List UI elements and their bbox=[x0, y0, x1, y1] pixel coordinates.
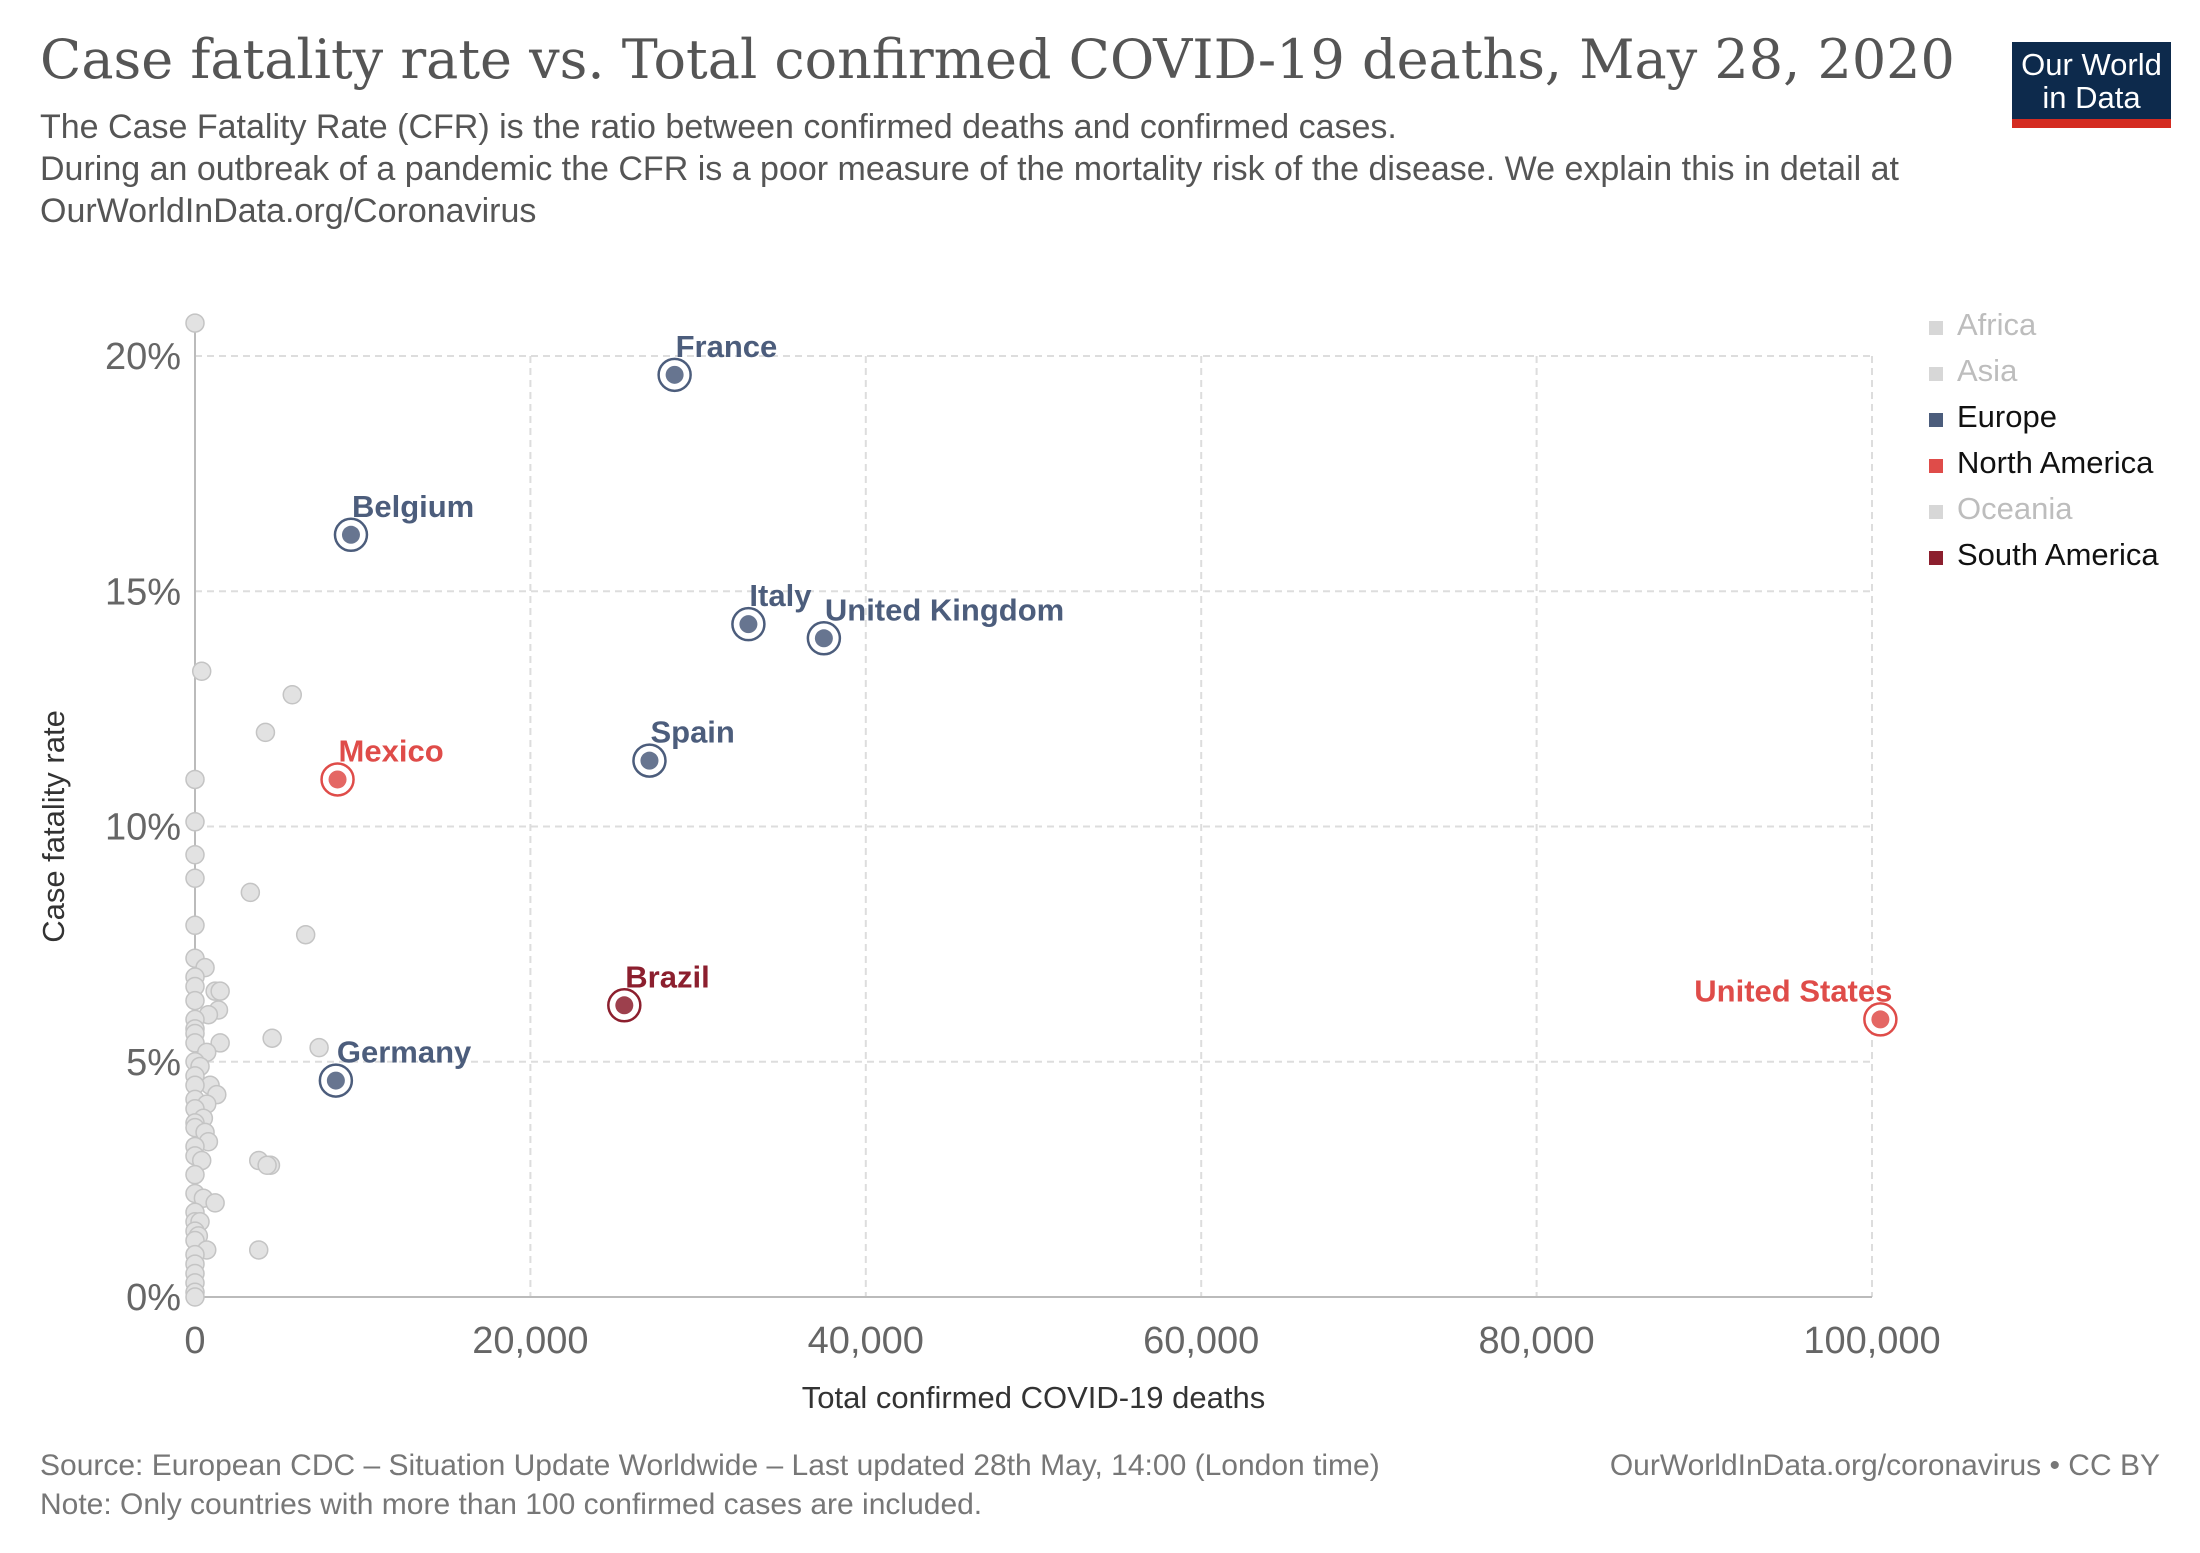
legend-label: Oceania bbox=[1957, 491, 2073, 526]
x-tick-label: 40,000 bbox=[808, 1320, 924, 1362]
chart-subtitle: The Case Fatality Rate (CFR) is the rati… bbox=[40, 108, 1899, 230]
scatter-point-muted[interactable] bbox=[185, 844, 205, 865]
scatter-point-muted[interactable] bbox=[205, 1193, 225, 1213]
scatter-point[interactable] bbox=[1871, 1010, 1890, 1029]
scatter-point[interactable] bbox=[665, 365, 684, 384]
y-tick-label: 10% bbox=[105, 807, 181, 849]
legend-swatch[interactable] bbox=[1929, 505, 1943, 519]
x-axis-title: Total confirmed COVID-19 deaths bbox=[802, 1380, 1266, 1415]
grid-lines bbox=[195, 355, 1873, 1297]
scatter-point-muted[interactable] bbox=[185, 990, 205, 1011]
y-tick-label: 0% bbox=[126, 1277, 181, 1319]
scatter-point[interactable] bbox=[640, 751, 659, 770]
legend-swatch[interactable] bbox=[1929, 459, 1943, 473]
point-label: Brazil bbox=[625, 959, 709, 994]
legend-label: Europe bbox=[1957, 399, 2057, 434]
point-label: France bbox=[676, 329, 778, 364]
scatter-point[interactable] bbox=[615, 996, 634, 1015]
point-label: Spain bbox=[650, 715, 734, 750]
legend-label: North America bbox=[1957, 445, 2154, 480]
scatter-point-muted[interactable] bbox=[282, 685, 303, 705]
scatter-point-muted[interactable] bbox=[255, 722, 276, 743]
scatter-point[interactable] bbox=[341, 525, 360, 544]
y-tick-label: 20% bbox=[105, 336, 181, 378]
y-axis-title: Case fatality rate bbox=[36, 710, 71, 943]
x-tick-label: 0 bbox=[184, 1320, 205, 1362]
y-tick-label: 5% bbox=[126, 1042, 181, 1084]
scatter-point[interactable] bbox=[326, 1071, 345, 1090]
point-label: United States bbox=[1694, 973, 1892, 1008]
legend-swatch[interactable] bbox=[1929, 321, 1943, 335]
scatter-point-muted[interactable] bbox=[257, 1155, 277, 1176]
scatter-point-muted[interactable] bbox=[185, 868, 205, 889]
legend-label: South America bbox=[1957, 537, 2159, 572]
scatter-point-muted[interactable] bbox=[185, 313, 205, 333]
footer-note: Note: Only countries with more than 100 … bbox=[40, 1488, 983, 1521]
legend-swatch[interactable] bbox=[1929, 413, 1943, 427]
labeled-points: France Belgium Italy United Kingdom Spain Mex… bbox=[318, 329, 1898, 1098]
legend-swatch[interactable] bbox=[1929, 367, 1943, 381]
scatter-point-muted[interactable] bbox=[295, 924, 316, 945]
background-points bbox=[185, 313, 329, 1307]
legend: Africa Asia Europe North America Oceania Sout… bbox=[1929, 307, 2159, 572]
x-tick-label: 20,000 bbox=[472, 1320, 588, 1362]
point-label: Belgium bbox=[352, 489, 474, 524]
axes: 0% 5% 10% 15% 20% 0 20,000 40,000 60,000 80,000 10… bbox=[36, 316, 1941, 1415]
scatter-point-muted[interactable] bbox=[185, 769, 205, 790]
legend-label: Asia bbox=[1957, 353, 2018, 388]
point-label: Germany bbox=[337, 1035, 472, 1070]
legend-swatch[interactable] bbox=[1929, 551, 1943, 565]
logo-line-1: Our World bbox=[2021, 47, 2162, 82]
scatter-point-muted[interactable] bbox=[262, 1028, 282, 1048]
x-tick-label: 100,000 bbox=[1803, 1320, 1940, 1362]
footer-source: Source: European CDC – Situation Update … bbox=[40, 1449, 1380, 1482]
scatter-point-muted[interactable] bbox=[185, 812, 205, 832]
scatter-point-muted[interactable] bbox=[210, 1033, 230, 1053]
footer-license-link[interactable]: OurWorldInData.org/coronavirus • CC BY bbox=[1609, 1449, 2160, 1482]
scatter-chart: 0% 5% 10% 15% 20% 0 20,000 40,000 60,000 80,000 10… bbox=[36, 307, 2159, 1415]
scatter-point[interactable] bbox=[328, 770, 347, 789]
scatter-point[interactable] bbox=[814, 629, 833, 648]
scatter-point-muted[interactable] bbox=[248, 1240, 269, 1260]
scatter-point[interactable] bbox=[739, 615, 758, 634]
scatter-point-muted[interactable] bbox=[185, 915, 205, 936]
point-label: Italy bbox=[749, 578, 812, 613]
x-tick-label: 60,000 bbox=[1143, 1320, 1259, 1362]
chart-title: Case fatality rate vs. Total confirmed C… bbox=[40, 28, 1955, 91]
y-tick-label: 15% bbox=[105, 571, 181, 613]
logo-line-2: in Data bbox=[2042, 80, 2141, 115]
x-tick-label: 80,000 bbox=[1478, 1320, 1594, 1362]
scatter-point-muted[interactable] bbox=[309, 1037, 329, 1058]
scatter-point-muted[interactable] bbox=[185, 1287, 205, 1307]
scatter-point-muted[interactable] bbox=[185, 1164, 205, 1185]
scatter-point-muted[interactable] bbox=[240, 882, 261, 903]
owid-logo[interactable]: Our World in Data bbox=[2012, 42, 2171, 128]
legend-label: Africa bbox=[1957, 307, 2037, 342]
point-label: United Kingdom bbox=[825, 592, 1064, 627]
scatter-point-muted[interactable] bbox=[191, 661, 212, 681]
point-label: Mexico bbox=[339, 733, 444, 768]
scatter-point-muted[interactable] bbox=[210, 981, 230, 1001]
